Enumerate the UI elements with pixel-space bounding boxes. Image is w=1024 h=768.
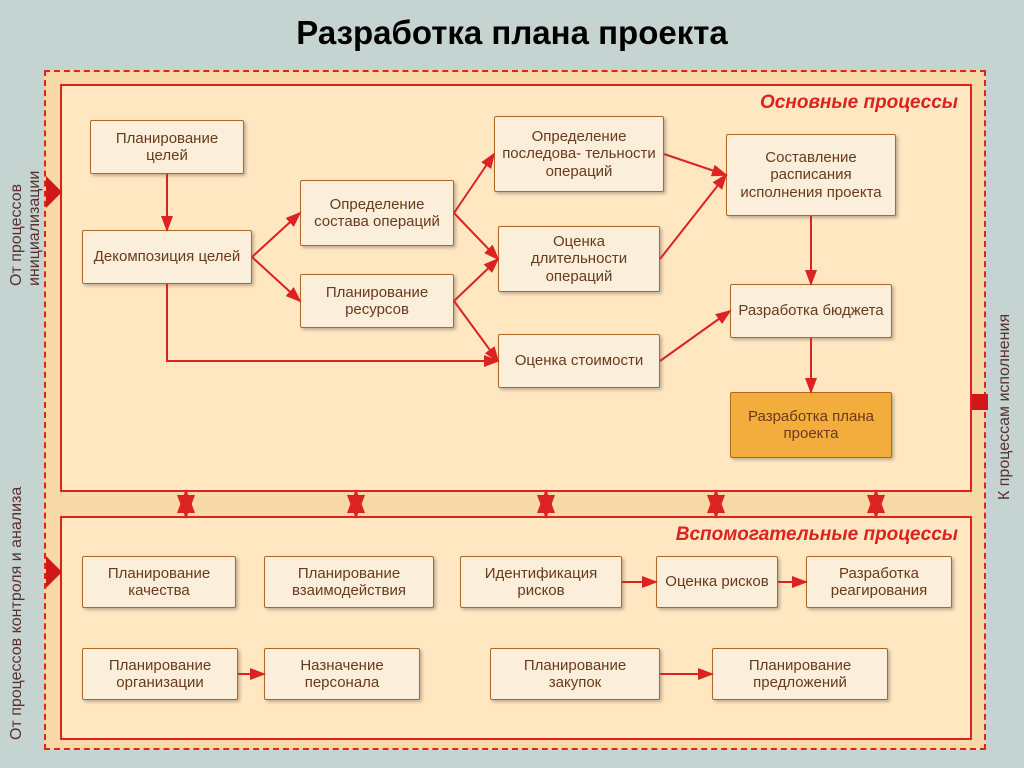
node-n4: Планирование ресурсов <box>300 274 454 328</box>
node-a5: Разработка реагирования <box>806 556 952 608</box>
node-n3: Определение состава операций <box>300 180 454 246</box>
node-n7: Оценка стоимости <box>498 334 660 388</box>
node-a9: Планирование предложений <box>712 648 888 700</box>
node-a8: Планирование закупок <box>490 648 660 700</box>
node-n2: Декомпозиция целей <box>82 230 252 284</box>
side-label-top-left: От процессов инициализации <box>8 76 44 286</box>
diagram-title: Разработка плана проекта <box>0 14 1024 52</box>
node-a4: Оценка рисков <box>656 556 778 608</box>
side-label-right: К процессам исполнения <box>996 200 1014 500</box>
node-n8: Составление расписания исполнения проект… <box>726 134 896 216</box>
node-a6: Планирование организации <box>82 648 238 700</box>
big-arrow-2 <box>972 386 988 418</box>
panel-title-aux: Вспомогательные процессы <box>676 524 958 546</box>
outer-frame: Основные процессы Вспомогательные процесс… <box>44 70 986 750</box>
node-a7: Назначение персонала <box>264 648 420 700</box>
node-n1: Планирование целей <box>90 120 244 174</box>
node-n10: Разработка плана проекта <box>730 392 892 458</box>
panel-title-main: Основные процессы <box>760 92 958 114</box>
side-label-bottom-left: От процессов контроля и анализа <box>8 480 26 740</box>
node-n6: Оценка длительности операций <box>498 226 660 292</box>
node-n9: Разработка бюджета <box>730 284 892 338</box>
node-n5: Определение последова- тельности операци… <box>494 116 664 192</box>
node-a3: Идентификация рисков <box>460 556 622 608</box>
node-a1: Планирование качества <box>82 556 236 608</box>
panel-aux: Вспомогательные процессы <box>60 516 972 740</box>
node-a2: Планирование взаимодействия <box>264 556 434 608</box>
